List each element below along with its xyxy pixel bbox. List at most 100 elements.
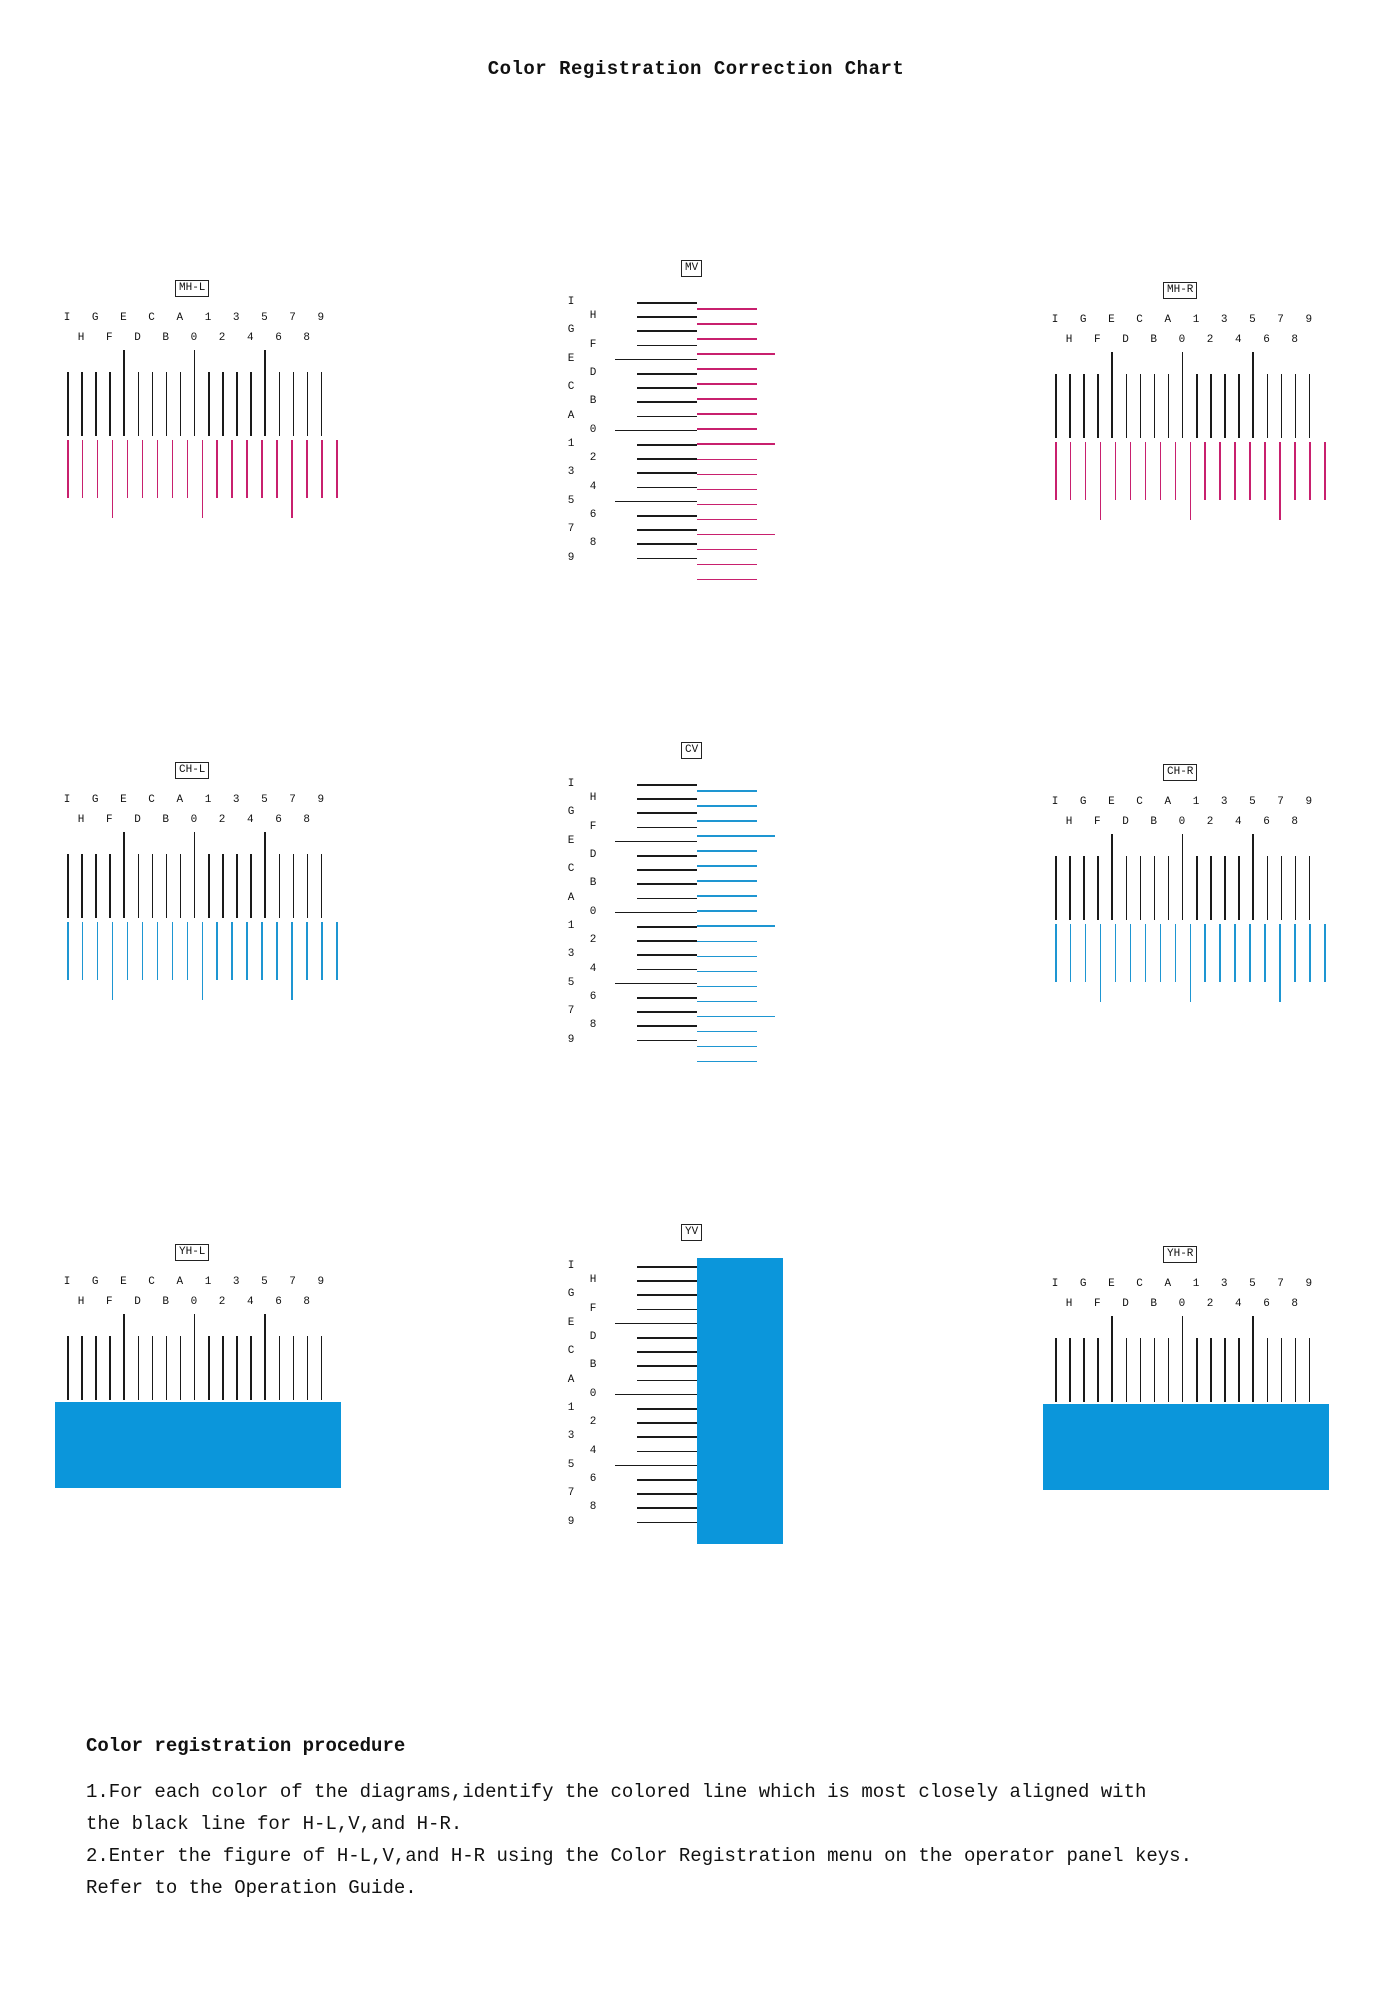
- black-reference-line: [1153, 374, 1156, 438]
- scale-label-top: 5: [261, 794, 268, 806]
- scale-label-right: 4: [589, 480, 597, 493]
- scale-label-bottom: 8: [1291, 816, 1298, 828]
- scale-label-top: G: [91, 794, 99, 806]
- black-reference-line: [637, 997, 697, 999]
- colored-test-line: [246, 922, 248, 980]
- black-reference-line: [637, 486, 697, 489]
- black-reference-line: [109, 854, 111, 918]
- diagram-mh-r: MH-R I G E C A 1 3 5 7 9 H F D B 0 2 4 6 8: [1043, 280, 1343, 580]
- black-reference-line: [208, 372, 210, 436]
- black-reference-line: [637, 1422, 697, 1424]
- colored-test-line: [1099, 924, 1102, 1002]
- diagram-label: CH-R: [1163, 764, 1198, 781]
- scale-label-bottom: 0: [1178, 334, 1186, 346]
- scale-label-left: 1: [567, 438, 575, 450]
- black-reference-line: [637, 472, 697, 474]
- black-reference-line: [1139, 374, 1142, 438]
- scale-label-bottom: 2: [1206, 334, 1214, 346]
- scale-label-top: 5: [1249, 1278, 1256, 1290]
- colored-test-line: [697, 323, 757, 325]
- black-reference-line: [278, 1336, 280, 1400]
- scale-label-bottom: F: [105, 1296, 113, 1308]
- black-reference-line: [637, 1308, 697, 1311]
- black-reference-line: [637, 543, 697, 545]
- colored-test-line: [141, 922, 144, 980]
- black-reference-line: [1308, 1338, 1311, 1402]
- scale-label-left: 5: [567, 1458, 575, 1471]
- scale-label-bottom: D: [1122, 1298, 1129, 1310]
- colored-test-line: [697, 865, 757, 867]
- black-reference-line: [236, 1336, 238, 1400]
- colored-test-line: [336, 440, 338, 498]
- colored-test-line: [1294, 924, 1296, 982]
- black-reference-line: [637, 869, 697, 871]
- colored-test-line: [186, 440, 189, 498]
- black-reference-line: [236, 854, 238, 918]
- black-reference-line: [637, 1280, 697, 1282]
- colored-test-line: [697, 353, 775, 355]
- colored-test-line: [1069, 924, 1072, 982]
- scale-label-top: I: [1051, 796, 1059, 808]
- black-reference-line: [1111, 834, 1113, 920]
- colored-test-line: [171, 440, 174, 498]
- black-reference-line: [264, 832, 266, 918]
- scale-label-left: 9: [567, 1033, 575, 1046]
- black-reference-line: [637, 954, 697, 956]
- colored-test-line: [1144, 442, 1147, 500]
- black-reference-line: [615, 358, 697, 361]
- black-reference-line: [615, 840, 697, 843]
- black-reference-line: [81, 854, 83, 918]
- colored-test-line: [1309, 924, 1311, 982]
- colored-test-line: [697, 308, 757, 310]
- yellow-patch: [55, 1402, 341, 1488]
- scale-label-left: A: [567, 409, 575, 422]
- scale-label-top: I: [63, 1276, 71, 1288]
- scale-label-top: A: [176, 1276, 184, 1288]
- black-reference-line: [1252, 834, 1254, 920]
- chart-title: Color Registration Correction Chart: [487, 58, 905, 80]
- scale-label-bottom: 8: [303, 814, 310, 826]
- diagram-mh-l: MH-L I G E C A 1 3 5 7 9 H F D B 0 2 4 6 8: [55, 278, 355, 578]
- colored-test-line: [697, 443, 775, 445]
- scale-label-right: D: [589, 849, 597, 861]
- colored-test-line: [697, 428, 757, 430]
- colored-test-line: [1249, 442, 1251, 500]
- scale-label-top: G: [91, 312, 99, 324]
- black-reference-line: [123, 350, 125, 436]
- colored-test-line: [697, 925, 775, 927]
- black-reference-line: [222, 372, 224, 436]
- black-reference-line: [637, 1025, 697, 1027]
- black-reference-line: [193, 350, 196, 436]
- scale-label-right: D: [589, 1331, 597, 1343]
- black-reference-line: [278, 854, 280, 918]
- scale-label-bottom: B: [162, 332, 169, 344]
- black-reference-line: [1224, 1338, 1226, 1402]
- colored-test-line: [697, 1000, 757, 1003]
- black-reference-line: [1266, 1338, 1268, 1402]
- black-reference-line: [165, 1336, 168, 1400]
- colored-test-line: [1055, 442, 1057, 500]
- scale-label-top: 3: [232, 312, 240, 324]
- black-reference-line: [151, 854, 154, 918]
- scale-label-bottom: 6: [1263, 334, 1270, 346]
- colored-test-line: [697, 850, 757, 852]
- black-reference-line: [306, 1336, 309, 1400]
- scale-label-top: I: [1051, 1278, 1059, 1290]
- black-reference-line: [1097, 1338, 1099, 1402]
- scale-label-right: B: [589, 877, 597, 890]
- scale-label-bottom: 4: [246, 814, 254, 826]
- black-reference-line: [1238, 374, 1240, 438]
- black-reference-line: [637, 798, 697, 800]
- black-reference-line: [193, 832, 196, 918]
- scale-label-top: E: [1108, 796, 1115, 808]
- colored-test-line: [697, 503, 757, 506]
- colored-test-line: [291, 440, 293, 518]
- scale-label-bottom: 2: [218, 814, 226, 826]
- colored-test-line: [697, 368, 757, 370]
- black-reference-line: [320, 372, 323, 436]
- black-reference-line: [637, 557, 697, 560]
- scale-label-right: 2: [589, 934, 597, 947]
- colored-test-line: [216, 440, 218, 498]
- black-reference-line: [67, 372, 69, 436]
- colored-test-line: [1279, 442, 1281, 520]
